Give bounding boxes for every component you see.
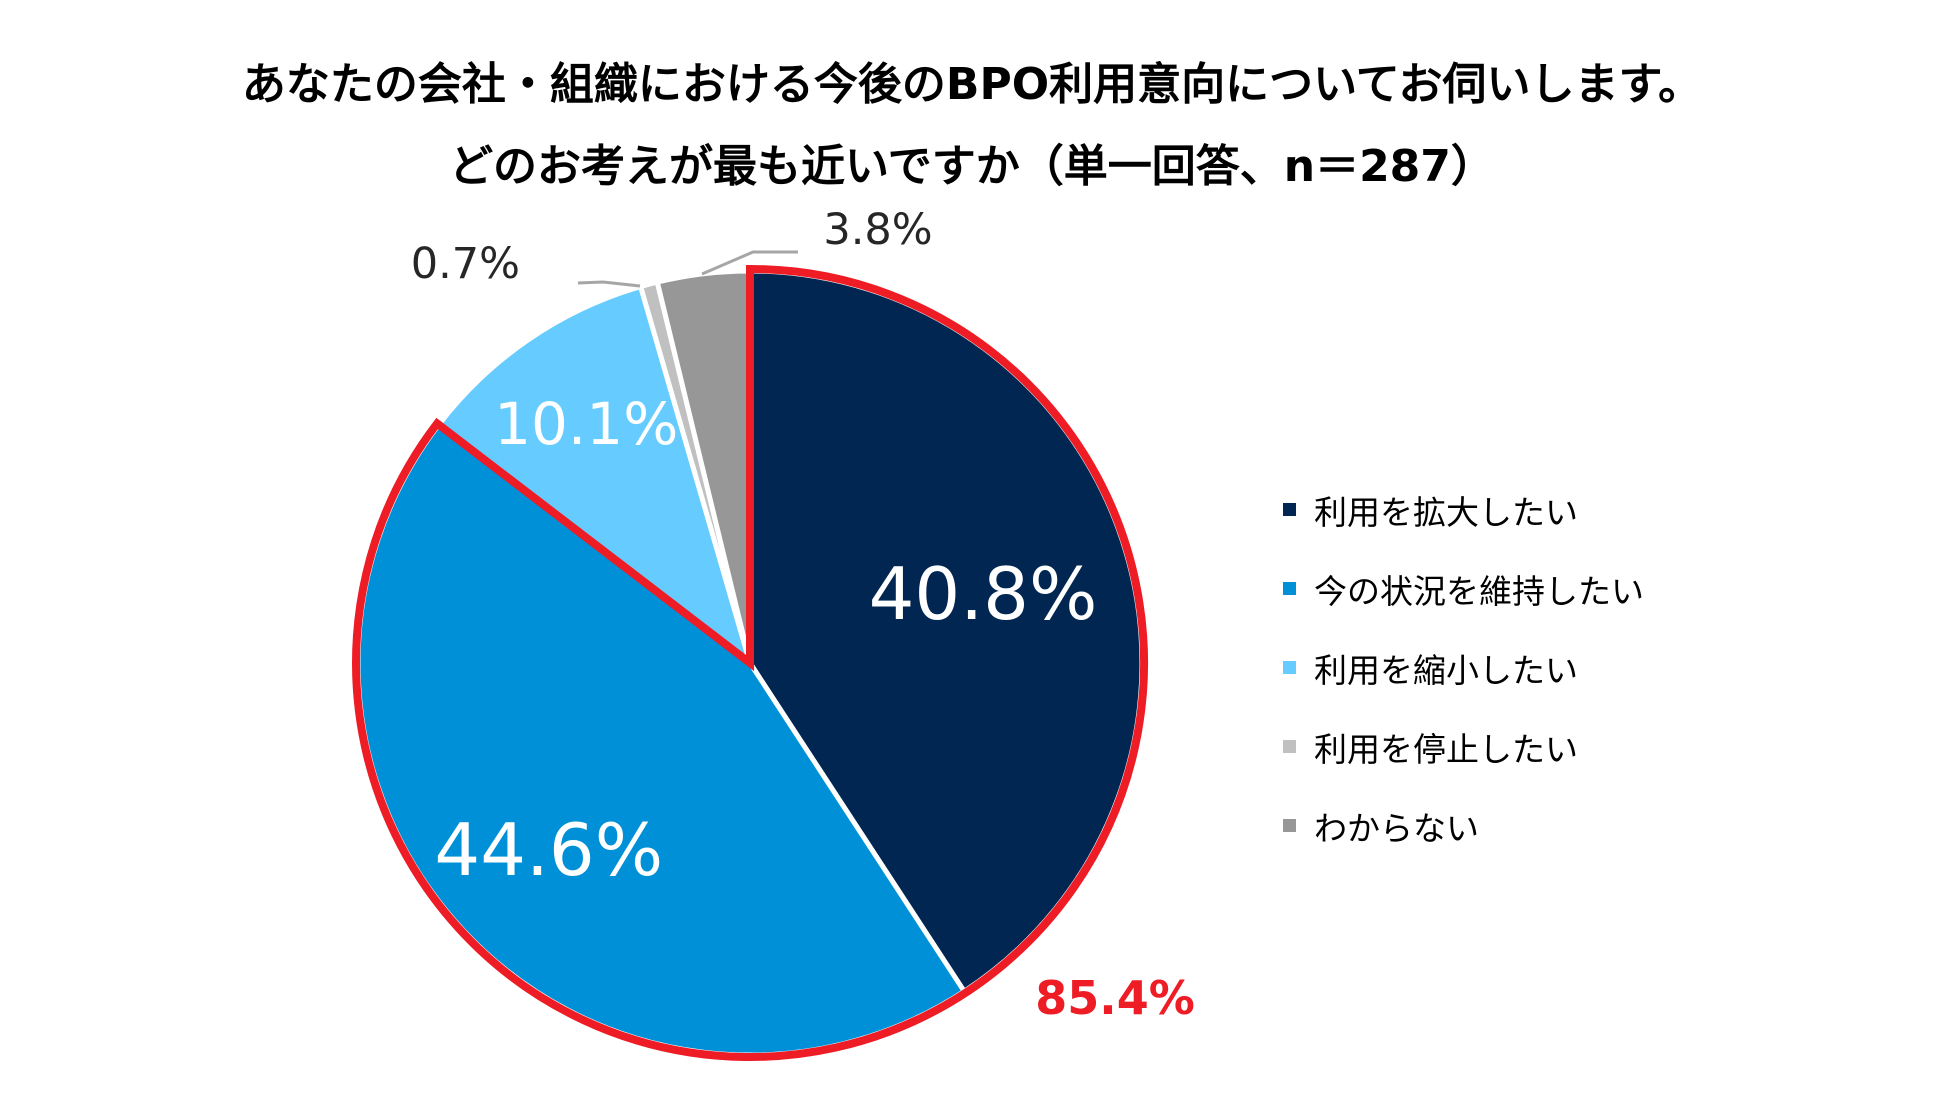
chart-subtitle: どのお考えが最も近いですか（単一回答、n＝287） <box>449 141 1495 192</box>
pie-slice <box>436 284 753 666</box>
legend-swatch <box>1283 740 1296 753</box>
highlight-total-label: 85.4% <box>1035 971 1195 1025</box>
chart-title: あなたの会社・組織における今後のBPO利用意向についてお伺いします。 <box>241 59 1703 110</box>
legend-swatch <box>1283 582 1296 595</box>
leader-line <box>701 250 798 276</box>
highlight-outline <box>352 264 1148 1061</box>
data-label: 44.6% <box>434 808 663 892</box>
legend-item: 利用を拡大したい <box>1283 470 1644 549</box>
legend-label: 利用を停止したい <box>1314 729 1578 769</box>
data-label: 3.8% <box>823 205 932 255</box>
legend-label: わからない <box>1314 808 1479 848</box>
legend-swatch <box>1283 661 1296 674</box>
legend-swatch <box>1283 503 1296 516</box>
legend-label: 今の状況を維持したい <box>1314 571 1644 611</box>
data-label: 0.7% <box>411 239 520 289</box>
chart-legend: 利用を拡大したい今の状況を維持したい 利用を縮小したい 利用を停止したい わからない <box>1283 470 1644 865</box>
legend-label: 利用を縮小したい <box>1314 650 1578 690</box>
legend-item: 利用を縮小したい <box>1283 628 1644 707</box>
leader-line <box>577 280 641 288</box>
legend-label: 利用を拡大したい <box>1314 492 1578 532</box>
data-label: 10.1% <box>494 390 678 458</box>
legend-swatch <box>1283 819 1296 832</box>
legend-item: わからない <box>1283 786 1644 865</box>
legend-item: 利用を停止したい <box>1283 707 1644 786</box>
data-label: 40.8% <box>869 552 1098 636</box>
legend-item: 今の状況を維持したい <box>1283 549 1644 628</box>
